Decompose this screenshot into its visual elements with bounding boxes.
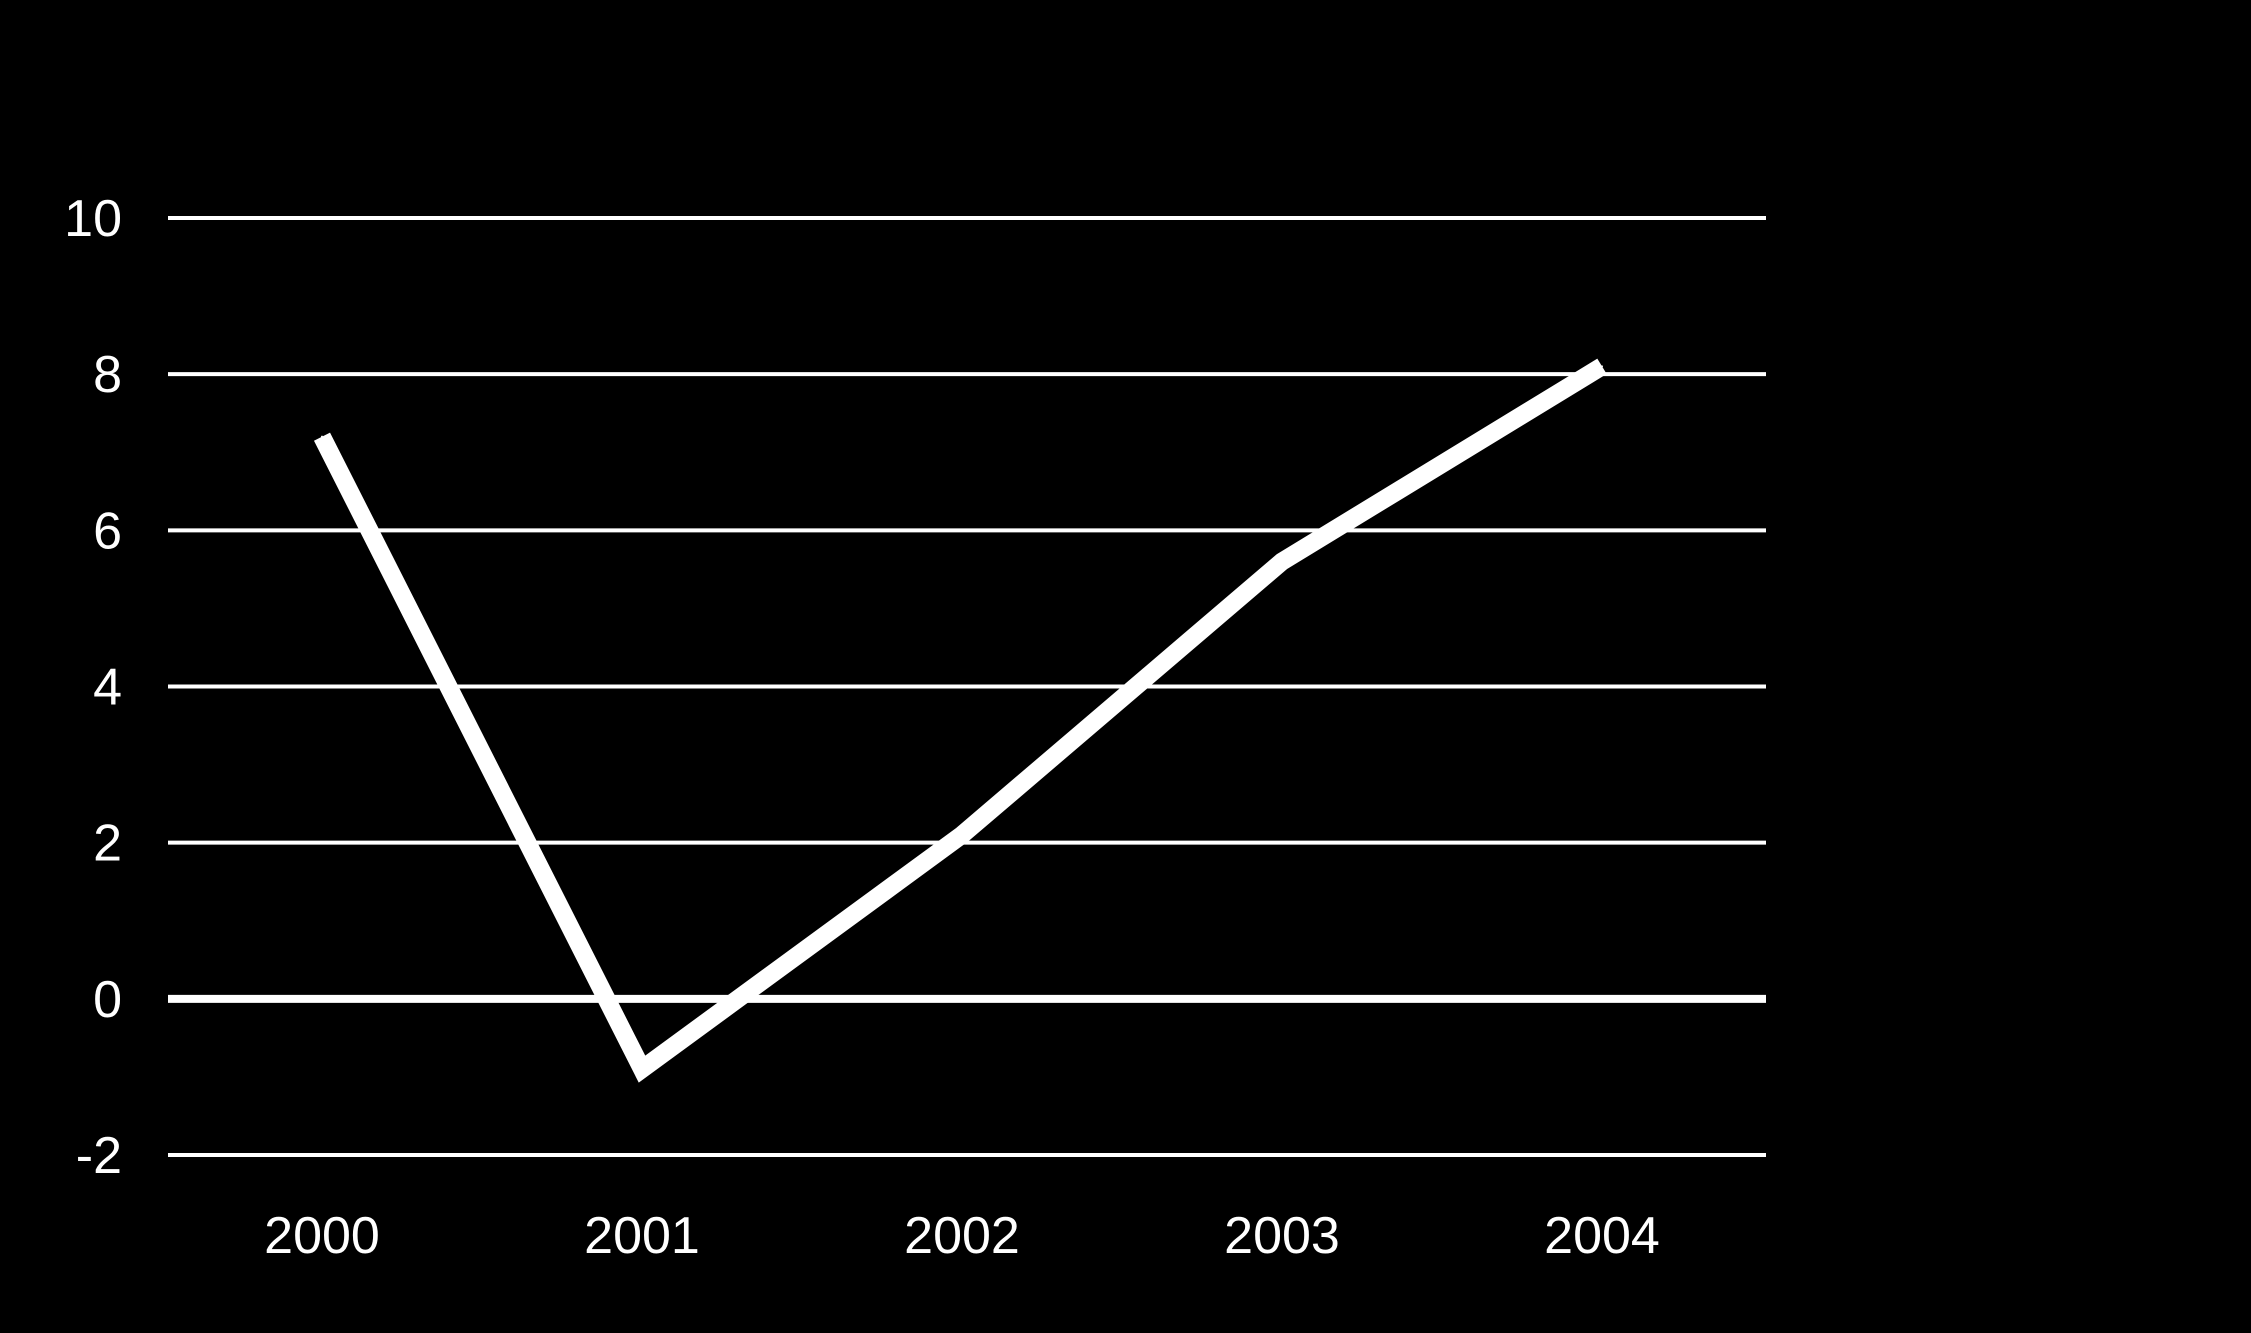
y-tick-label: -2 xyxy=(76,1127,122,1185)
data-point xyxy=(961,833,963,836)
y-tick-label: 10 xyxy=(64,190,122,248)
x-tick-label: 2000 xyxy=(264,1207,380,1265)
y-tick-label: 2 xyxy=(93,815,122,873)
data-point xyxy=(1601,365,1603,368)
x-axis-ticks: 2000 2001 2002 2003 2004 xyxy=(264,1207,1660,1265)
data-point xyxy=(641,1068,643,1071)
y-tick-label: 6 xyxy=(93,502,122,560)
x-tick-label: 2003 xyxy=(1224,1207,1340,1265)
data-point xyxy=(1281,560,1283,563)
gridlines xyxy=(168,216,1766,1157)
y-axis-ticks: 10 8 6 4 2 0 -2 xyxy=(64,190,122,1185)
y-tick-label: 4 xyxy=(93,659,122,717)
x-tick-label: 2001 xyxy=(584,1207,700,1265)
series-layer xyxy=(313,358,1607,1083)
y-tick-label: 8 xyxy=(93,346,122,404)
data-point xyxy=(321,435,323,438)
x-tick-label: 2002 xyxy=(904,1207,1020,1265)
x-tick-label: 2004 xyxy=(1544,1207,1660,1265)
y-tick-label: 0 xyxy=(93,971,122,1029)
